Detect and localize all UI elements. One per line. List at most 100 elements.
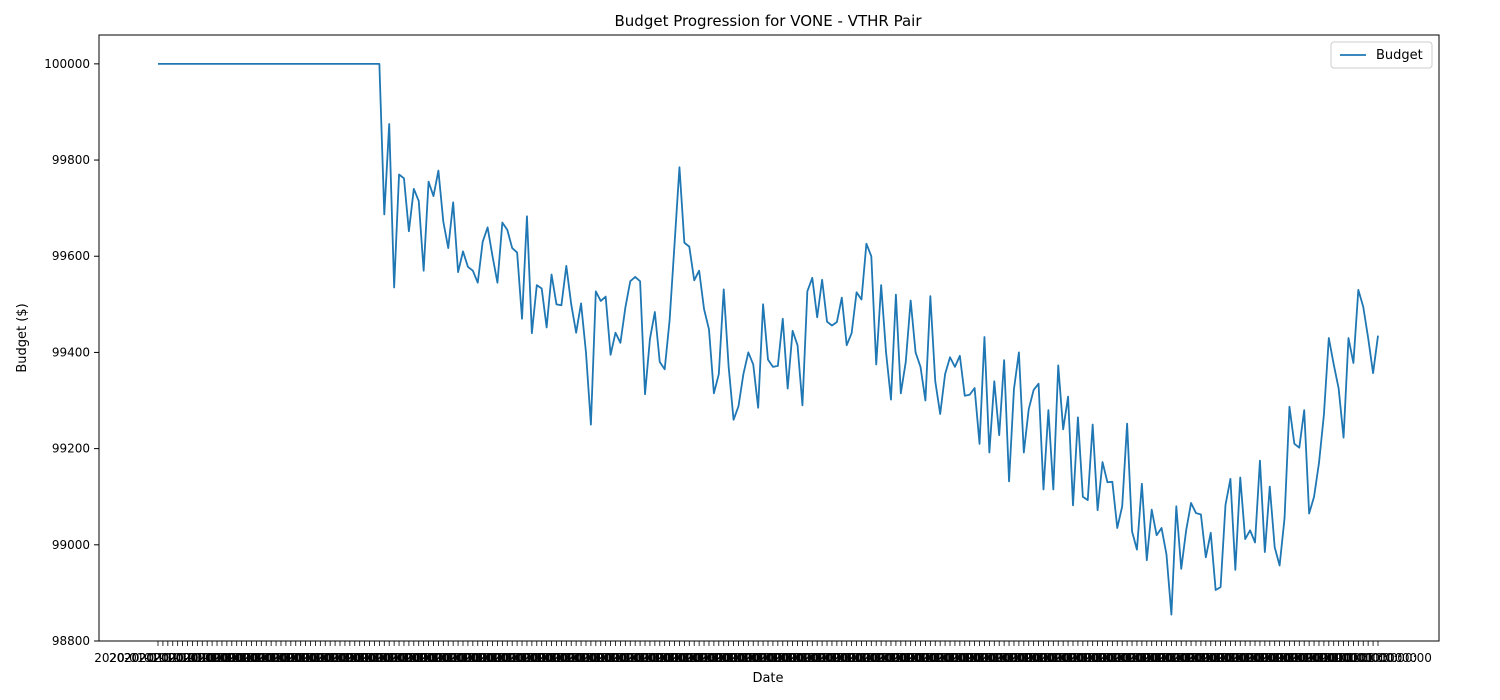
- x-tick-label: 2020-01-01 00:00:00: [330, 651, 457, 665]
- data-point: [826, 321, 828, 323]
- data-point: [246, 63, 248, 65]
- data-point: [354, 63, 356, 65]
- data-point: [703, 308, 705, 310]
- data-point: [472, 270, 474, 272]
- data-point: [403, 177, 405, 179]
- x-tick-label: 2020-01-01 00:00:00: [198, 651, 325, 665]
- data-point: [674, 243, 676, 245]
- x-tick-label: 2020-01-01 00:00:00: [1083, 651, 1210, 665]
- x-tick-label: 2020-01-01 00:00:00: [1024, 651, 1151, 665]
- data-point: [688, 246, 690, 248]
- data-point: [683, 242, 685, 244]
- data-point: [1111, 481, 1113, 483]
- x-tick-label: 2020-01-01 00:00:00: [1054, 651, 1181, 665]
- x-tick-label: 2020-01-01 00:00:00: [995, 651, 1122, 665]
- data-point: [1165, 553, 1167, 555]
- data-point: [1372, 372, 1374, 374]
- plot-area: 98800 99000 99200 99400 99600 99800 100000 202…: [44, 34, 1440, 665]
- data-point: [413, 188, 415, 190]
- x-tick-label: 2020-01-01 00:00:00: [537, 651, 664, 665]
- data-point: [373, 63, 375, 65]
- data-point: [462, 250, 464, 252]
- x-tick-label: 2020-01-01 00:00:00: [1260, 651, 1387, 665]
- data-point: [275, 63, 277, 65]
- data-point: [811, 277, 813, 279]
- x-tick-label: 2020-01-01 00:00:00: [242, 651, 369, 665]
- x-tick-label: 2020-01-01 00:00:00: [183, 651, 310, 665]
- x-tick-label: 2020-01-01 00:00:00: [463, 651, 590, 665]
- data-point: [792, 330, 794, 332]
- data-point: [1298, 447, 1300, 449]
- data-point: [801, 404, 803, 406]
- data-point: [1185, 529, 1187, 531]
- x-tick-label: 2020-01-01 00:00:00: [522, 651, 649, 665]
- data-point: [496, 282, 498, 284]
- data-point: [654, 311, 656, 313]
- data-point: [1131, 530, 1133, 532]
- x-tick-label: 2020-01-01 00:00:00: [611, 651, 738, 665]
- data-point: [1067, 396, 1069, 398]
- x-tick-label: 2020-01-01 00:00:00: [1231, 651, 1358, 665]
- x-tick-label: 2020-01-01 00:00:00: [714, 651, 841, 665]
- data-point: [1259, 460, 1261, 462]
- data-point: [570, 303, 572, 305]
- x-tick-label: 2020-01-01 00:00:00: [596, 651, 723, 665]
- data-point: [762, 303, 764, 305]
- data-point: [865, 243, 867, 245]
- data-point: [1318, 462, 1320, 464]
- data-point: [329, 63, 331, 65]
- data-point: [1210, 532, 1212, 534]
- x-tick-label: 2020-01-01 00:00:00: [301, 651, 428, 665]
- data-point: [196, 63, 198, 65]
- data-point: [831, 325, 833, 327]
- x-tick-label: 2020-01-01 00:00:00: [729, 651, 856, 665]
- data-point: [324, 63, 326, 65]
- series-line-budget: [158, 62, 1379, 616]
- data-point: [910, 299, 912, 301]
- data-point: [949, 356, 951, 358]
- x-tick-label: 2020-01-01 00:00:00: [758, 651, 885, 665]
- data-point: [1367, 337, 1369, 339]
- x-tick-label: 2020-01-01 00:00:00: [212, 651, 339, 665]
- data-point: [605, 296, 607, 298]
- y-tick-label: 99000: [52, 538, 90, 552]
- axes-frame: [98, 34, 1440, 642]
- x-tick-label: 2020-01-01 00:00:00: [1157, 651, 1284, 665]
- data-point: [1313, 496, 1315, 498]
- data-point: [870, 255, 872, 257]
- data-point: [206, 63, 208, 65]
- data-point: [737, 405, 739, 407]
- data-point: [521, 318, 523, 320]
- data-point: [1264, 551, 1266, 553]
- data-point: [929, 295, 931, 297]
- data-point: [974, 387, 976, 389]
- x-tick-label: 2020-01-01 00:00:00: [360, 651, 487, 665]
- data-point: [851, 332, 853, 334]
- data-point: [1333, 363, 1335, 365]
- data-point: [1146, 559, 1148, 561]
- data-point: [1249, 529, 1251, 531]
- data-point: [1102, 461, 1104, 463]
- x-tick-label: 2020-01-01 00:00:00: [434, 651, 561, 665]
- data-point: [482, 241, 484, 243]
- data-point: [250, 63, 252, 65]
- x-axis-label: Date: [752, 671, 783, 686]
- data-point: [1008, 480, 1010, 482]
- data-point: [157, 63, 159, 65]
- x-tick-label: 2020-01-01 00:00:00: [626, 651, 753, 665]
- data-point: [1062, 428, 1064, 430]
- x-tick-label: 2020-01-01 00:00:00: [257, 651, 384, 665]
- x-tick-label: 2020-01-01 00:00:00: [862, 651, 989, 665]
- data-point: [1357, 289, 1359, 291]
- data-point: [619, 342, 621, 344]
- data-point: [260, 63, 262, 65]
- data-point: [226, 63, 228, 65]
- data-point: [1175, 505, 1177, 507]
- data-point: [393, 287, 395, 289]
- y-axis-ticks: 98800 99000 99200 99400 99600 99800 100000: [44, 57, 99, 648]
- data-point: [172, 63, 174, 65]
- data-point: [782, 318, 784, 320]
- data-point: [979, 443, 981, 445]
- legend-label-budget: Budget: [1376, 48, 1423, 63]
